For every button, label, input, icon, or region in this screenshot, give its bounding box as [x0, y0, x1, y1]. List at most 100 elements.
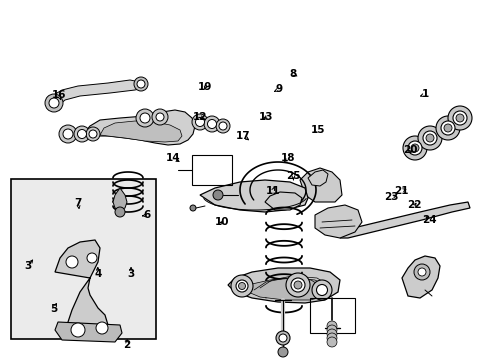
Circle shape — [190, 205, 196, 211]
Text: 22: 22 — [407, 200, 421, 210]
Text: 9: 9 — [275, 84, 282, 94]
Circle shape — [86, 127, 100, 141]
Polygon shape — [307, 170, 327, 186]
Polygon shape — [242, 278, 327, 300]
Circle shape — [413, 264, 429, 280]
Circle shape — [435, 116, 459, 140]
Text: 21: 21 — [393, 186, 407, 196]
Text: 2: 2 — [123, 340, 130, 350]
Circle shape — [87, 253, 97, 263]
Text: 16: 16 — [51, 90, 66, 100]
Circle shape — [326, 333, 336, 343]
Text: 20: 20 — [403, 145, 417, 156]
Circle shape — [311, 280, 331, 300]
Circle shape — [219, 122, 226, 130]
Circle shape — [213, 190, 223, 200]
Text: 14: 14 — [166, 153, 181, 163]
Text: 5: 5 — [50, 304, 57, 314]
Polygon shape — [227, 268, 339, 303]
Circle shape — [455, 114, 463, 122]
Circle shape — [326, 321, 336, 331]
Polygon shape — [299, 168, 341, 202]
Circle shape — [63, 129, 73, 139]
Text: 6: 6 — [143, 210, 150, 220]
Circle shape — [115, 207, 125, 217]
Polygon shape — [401, 256, 439, 298]
Circle shape — [137, 80, 145, 88]
Circle shape — [59, 125, 77, 143]
Circle shape — [452, 111, 466, 125]
Circle shape — [140, 113, 150, 123]
Circle shape — [207, 120, 216, 129]
Text: 15: 15 — [310, 125, 325, 135]
Circle shape — [290, 278, 305, 292]
Text: 1: 1 — [421, 89, 428, 99]
Polygon shape — [55, 322, 122, 342]
Circle shape — [49, 98, 59, 108]
Circle shape — [402, 136, 426, 160]
Polygon shape — [264, 192, 302, 210]
Circle shape — [278, 347, 287, 357]
Circle shape — [195, 117, 204, 126]
Polygon shape — [82, 110, 195, 145]
Text: 25: 25 — [285, 171, 300, 181]
Text: 8: 8 — [289, 69, 296, 79]
Circle shape — [440, 121, 454, 135]
Circle shape — [230, 275, 252, 297]
Circle shape — [71, 323, 85, 337]
Bar — [192, 155, 231, 185]
Polygon shape — [55, 240, 108, 335]
Text: 19: 19 — [198, 82, 212, 92]
Polygon shape — [200, 180, 307, 212]
Circle shape — [326, 325, 336, 335]
Circle shape — [45, 94, 63, 112]
Text: 24: 24 — [421, 215, 436, 225]
Circle shape — [238, 283, 245, 289]
Circle shape — [74, 126, 90, 142]
Circle shape — [417, 126, 441, 150]
Text: 17: 17 — [236, 131, 250, 141]
Circle shape — [77, 130, 86, 139]
Text: 13: 13 — [259, 112, 273, 122]
Circle shape — [152, 109, 168, 125]
Polygon shape — [100, 121, 182, 142]
Polygon shape — [314, 205, 361, 238]
Circle shape — [66, 256, 78, 268]
Text: 12: 12 — [193, 112, 207, 122]
Text: 3: 3 — [25, 261, 32, 271]
Circle shape — [216, 119, 229, 133]
Circle shape — [407, 141, 421, 155]
Circle shape — [236, 280, 247, 292]
Polygon shape — [113, 188, 127, 210]
Circle shape — [425, 134, 433, 142]
Polygon shape — [339, 202, 469, 238]
Circle shape — [275, 331, 289, 345]
Circle shape — [326, 337, 336, 347]
Text: 3: 3 — [127, 269, 134, 279]
Circle shape — [96, 322, 108, 334]
Text: 18: 18 — [281, 153, 295, 163]
Text: 10: 10 — [215, 217, 229, 228]
Circle shape — [410, 144, 418, 152]
Circle shape — [417, 268, 425, 276]
Circle shape — [285, 273, 309, 297]
Circle shape — [316, 284, 327, 296]
Circle shape — [156, 113, 163, 121]
Circle shape — [293, 281, 302, 289]
Text: 4: 4 — [94, 269, 102, 279]
Polygon shape — [50, 80, 145, 108]
Circle shape — [136, 109, 154, 127]
Circle shape — [89, 130, 97, 138]
Circle shape — [192, 114, 207, 130]
Circle shape — [443, 124, 451, 132]
Circle shape — [326, 329, 336, 339]
Circle shape — [134, 77, 148, 91]
Circle shape — [422, 131, 436, 145]
Text: 7: 7 — [74, 198, 82, 208]
Text: 11: 11 — [265, 186, 280, 196]
Circle shape — [203, 116, 220, 132]
Circle shape — [279, 334, 286, 342]
Circle shape — [447, 106, 471, 130]
Bar — [11, 179, 155, 339]
Text: 23: 23 — [383, 192, 398, 202]
